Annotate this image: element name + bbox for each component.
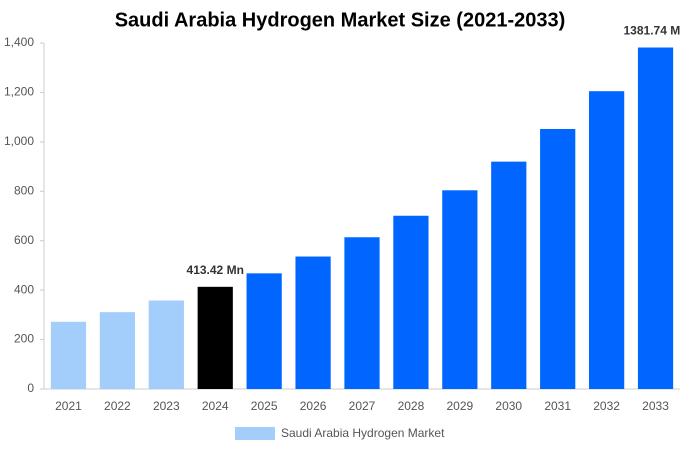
x-tick-label: 2021 — [55, 399, 82, 413]
y-tick-label: 1,400 — [4, 35, 34, 49]
legend-swatch — [235, 427, 275, 440]
bar — [246, 273, 282, 389]
y-tick-label: 1,000 — [4, 134, 34, 148]
bar — [50, 321, 87, 389]
bar — [491, 161, 527, 389]
bar — [148, 300, 184, 389]
x-tick-label: 2026 — [300, 399, 327, 413]
x-tick-label: 2027 — [349, 399, 376, 413]
x-tick-label: 2030 — [495, 399, 522, 413]
bar — [393, 215, 429, 389]
x-tick-label: 2028 — [398, 399, 425, 413]
bar — [344, 237, 380, 389]
chart-title: Saudi Arabia Hydrogen Market Size (2021-… — [115, 9, 566, 31]
bar — [197, 286, 233, 389]
x-tick-label: 2022 — [104, 399, 131, 413]
x-tick-label: 2032 — [593, 399, 620, 413]
bar — [442, 190, 478, 389]
y-tick-label: 800 — [14, 183, 34, 197]
value-label: 1381.74 Mn — [624, 24, 680, 38]
bar — [637, 47, 674, 390]
y-tick-label: 0 — [27, 381, 34, 395]
x-tick-label: 2029 — [446, 399, 473, 413]
bar — [589, 91, 625, 389]
y-tick-label: 600 — [14, 233, 34, 247]
y-tick-label: 200 — [14, 332, 34, 346]
legend-label: Saudi Arabia Hydrogen Market — [281, 426, 445, 440]
bar — [99, 312, 135, 389]
value-label: 413.42 Mn — [187, 263, 244, 277]
y-tick-label: 400 — [14, 282, 34, 296]
y-tick-label: 1,200 — [4, 85, 34, 99]
x-tick-label: 2031 — [544, 399, 571, 413]
x-tick-label: 2025 — [251, 399, 278, 413]
x-tick-label: 2023 — [153, 399, 180, 413]
x-tick-label: 2033 — [642, 399, 669, 413]
x-tick-label: 2024 — [202, 399, 229, 413]
bar — [295, 256, 331, 389]
bar — [540, 129, 576, 389]
